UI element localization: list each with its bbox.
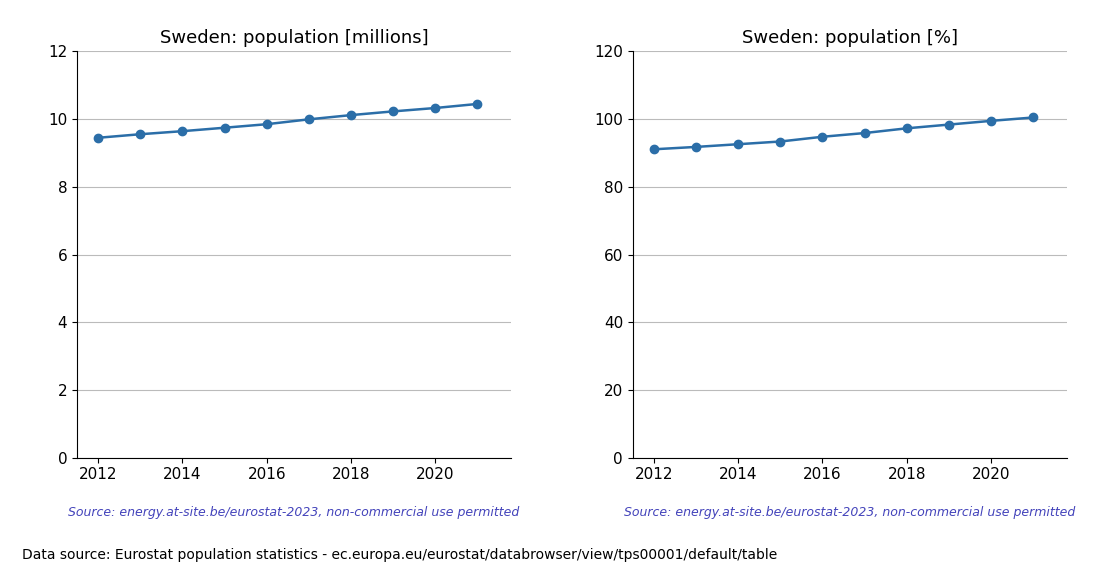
Text: Source: energy.at-site.be/eurostat-2023, non-commercial use permitted: Source: energy.at-site.be/eurostat-2023,… [625,506,1076,519]
Text: Data source: Eurostat population statistics - ec.europa.eu/eurostat/databrowser/: Data source: Eurostat population statist… [22,548,778,562]
Title: Sweden: population [millions]: Sweden: population [millions] [160,29,428,47]
Title: Sweden: population [%]: Sweden: population [%] [741,29,958,47]
Text: Source: energy.at-site.be/eurostat-2023, non-commercial use permitted: Source: energy.at-site.be/eurostat-2023,… [68,506,519,519]
